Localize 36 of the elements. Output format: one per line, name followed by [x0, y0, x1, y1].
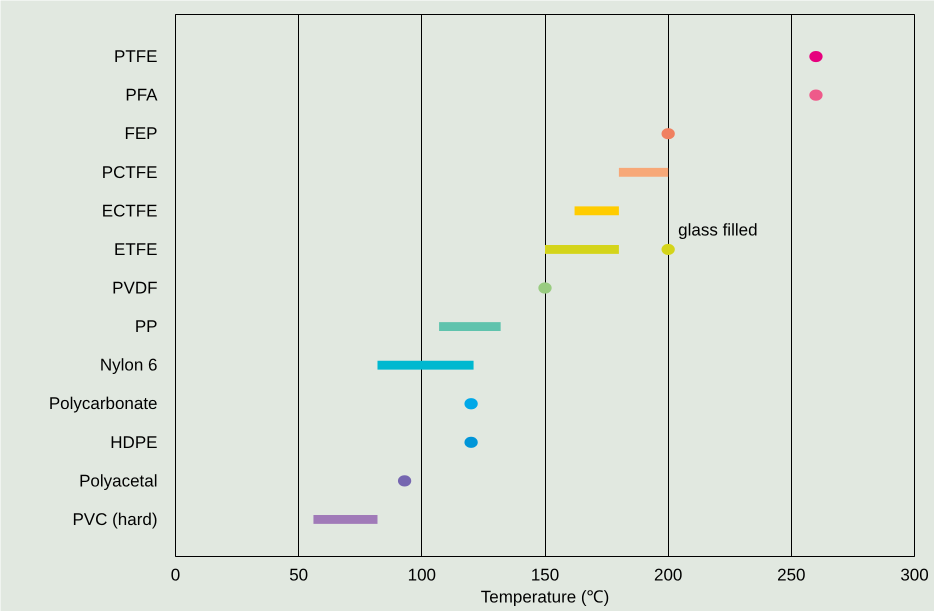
x-tick-label: 0 [170, 566, 180, 584]
point [398, 475, 412, 486]
point [809, 50, 823, 62]
x-axis-title: Temperature (℃) [480, 588, 610, 606]
y-tick-label: HDPE [110, 432, 158, 452]
point [538, 282, 552, 294]
annotation: glass filled [678, 220, 758, 240]
y-tick-label: ETFE [114, 240, 158, 259]
y-tick-label: PP [134, 317, 158, 336]
x-tick-label: 250 [777, 566, 806, 584]
y-tick-label: Polycarbonate [48, 394, 158, 414]
y-tick-label: ECTFE [102, 201, 158, 220]
bar [618, 168, 668, 177]
x-tick-label: 100 [408, 566, 436, 584]
x-tick-label: 200 [654, 566, 682, 584]
bar [574, 206, 619, 216]
x-tick-label: 50 [289, 566, 308, 584]
y-tick-label: PFA [125, 86, 158, 105]
x-tick-label: 150 [530, 566, 560, 584]
bar [545, 244, 619, 254]
y-tick-label: PTFE [114, 47, 158, 66]
y-tick-label: PCTFE [102, 162, 158, 182]
bar [439, 322, 501, 332]
y-tick-label: FEP [124, 124, 158, 144]
point [662, 244, 675, 256]
y-tick-label: PVC (hard) [72, 510, 158, 529]
point [464, 436, 478, 448]
point [662, 128, 675, 140]
y-tick-label: Nylon 6 [100, 356, 158, 375]
x-tick-label: 300 [900, 566, 929, 584]
y-tick-label: PVDF [112, 278, 158, 298]
bar [313, 515, 378, 524]
bar [377, 360, 474, 370]
point [809, 90, 823, 101]
point [464, 398, 478, 410]
y-tick-label: Polyacetal [79, 471, 158, 490]
